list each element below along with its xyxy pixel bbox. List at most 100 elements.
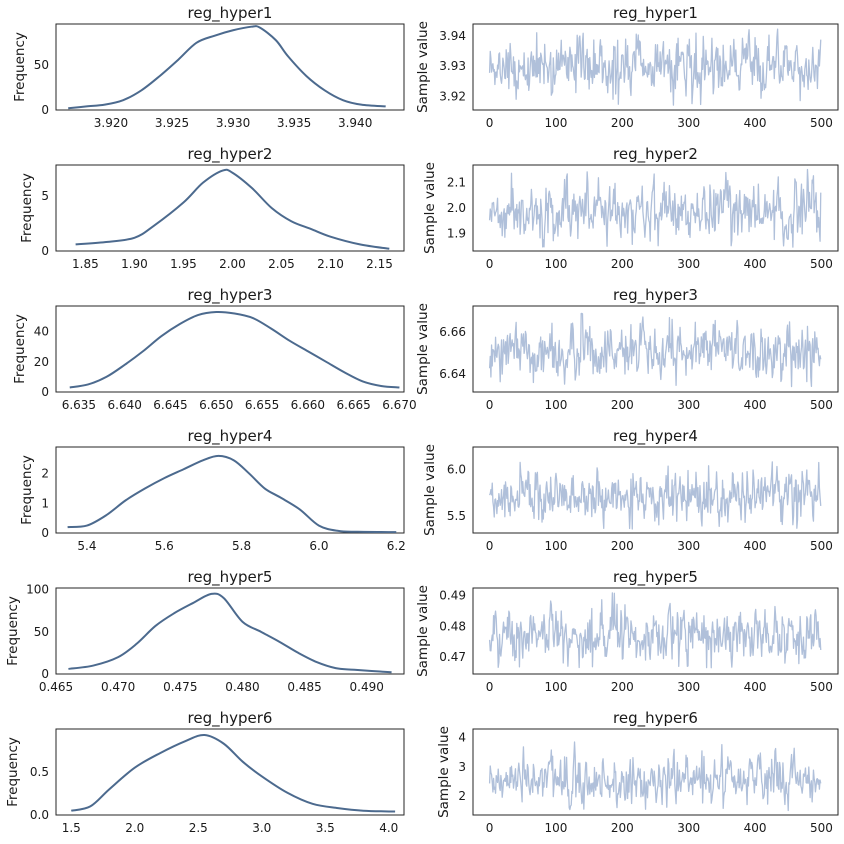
trace-panel-reg-hyper4: 0 100 200 300 400 500 5.5 6.0 reg_hyper4 Sample v… [422,427,839,553]
x-tick-label: 3.920 [94,116,128,130]
x-tick-label: 300 [677,398,700,412]
trace-panel-reg-hyper2: 0 100 200 300 400 500 1.9 2.0 2.1 reg_hyper2 Sampl… [422,145,839,271]
x-tick-label: 200 [611,116,634,130]
y-axis-label: Sample value [422,162,438,254]
x-tick-label: 300 [677,821,700,835]
y-tick-label: 6.0 [447,462,466,476]
x-tick-label: 400 [744,398,767,412]
y-tick-label: 0.5 [30,765,49,779]
density-curve [67,454,397,533]
x-tick-label: 100 [545,257,568,271]
y-axis-label: Sample value [436,726,452,818]
x-tick-label: 0.480 [225,680,259,694]
density-panel-reg-hyper5: 0.465 0.470 0.475 0.480 0.485 0.490 0 50 100 reg_… [5,568,405,694]
y-tick-label: 0.0 [30,808,49,822]
x-tick-label: 400 [744,680,767,694]
panel-title: reg_hyper1 [613,4,698,23]
x-tick-label: 3.935 [277,116,311,130]
density-panel-reg-hyper2: 1.85 1.90 1.95 2.00 2.05 2.10 2.15 0 5 reg_hyper2… [19,145,405,271]
trace-line [488,28,822,106]
y-tick-label: 0 [41,385,49,399]
y-tick-label: 4 [458,731,466,745]
trace-line [488,461,822,530]
x-tick-label: 500 [810,257,833,271]
plot-frame [55,305,405,393]
y-axis-label: Sample value [415,21,431,113]
x-tick-label: 6.635 [62,398,96,412]
x-tick-label: 0 [486,539,494,553]
y-tick-label: 100 [26,583,49,597]
y-tick-label: 0.49 [439,589,466,603]
density-panel-reg-hyper4: 5.4 5.6 5.8 6.0 6.2 0 1 2 reg_hyper4 Frequency [19,427,406,553]
density-curve [71,734,396,813]
x-tick-label: 6.670 [382,398,416,412]
x-tick-label: 1.85 [72,257,99,271]
plot-frame [55,728,405,816]
trace-panel-reg-hyper5: 0 100 200 300 400 500 0.47 0.48 0.49 reg_hyper5 Sa… [415,568,839,694]
x-tick-label: 2.10 [317,257,344,271]
y-tick-label: 3.93 [439,59,466,73]
x-tick-label: 0 [486,257,494,271]
x-tick-label: 3.5 [316,821,335,835]
x-tick-label: 400 [744,257,767,271]
plot-frame [55,23,405,111]
plot-frame [472,164,839,252]
y-tick-label: 0.47 [439,650,466,664]
density-curve [69,310,400,389]
y-axis-label: Frequency [12,314,28,384]
y-tick-label: 0 [41,667,49,681]
x-tick-label: 6.2 [387,539,406,553]
density-curve [68,25,386,110]
trace-panel-reg-hyper6: 0 100 200 300 400 500 2 3 4 reg_hyper6 Sample valu… [436,709,839,835]
panel-title: reg_hyper6 [613,709,698,728]
x-tick-label: 100 [545,116,568,130]
x-tick-label: 400 [744,539,767,553]
x-tick-label: 200 [611,680,634,694]
x-tick-label: 200 [611,257,634,271]
x-tick-label: 500 [810,539,833,553]
y-tick-label: 3 [458,760,466,774]
y-tick-label: 50 [34,58,49,72]
trace-panel-reg-hyper1: 0 100 200 300 400 500 3.92 3.93 3.94 reg_hyper1 Sa… [415,4,839,130]
x-tick-label: 6.650 [199,398,233,412]
panel-title: reg_hyper2 [613,145,698,164]
panel-title: reg_hyper3 [613,286,698,305]
panel-title: reg_hyper2 [188,145,273,164]
plot-frame [55,164,405,252]
y-tick-label: 0 [41,244,49,258]
y-axis-label: Frequency [5,596,21,666]
x-tick-label: 100 [545,680,568,694]
x-tick-label: 2.05 [268,257,295,271]
y-axis-label: Sample value [415,585,431,677]
panel-title: reg_hyper1 [188,4,273,23]
x-tick-label: 6.665 [336,398,370,412]
trace-line [488,592,822,669]
x-tick-label: 300 [677,680,700,694]
trace-line [488,168,822,248]
x-tick-label: 300 [677,257,700,271]
x-tick-label: 6.645 [153,398,187,412]
x-tick-label: 1.5 [62,821,81,835]
y-tick-label: 40 [34,325,49,339]
density-curve [68,592,392,674]
x-tick-label: 5.6 [155,539,174,553]
x-tick-label: 2.0 [125,821,144,835]
x-tick-label: 0 [486,680,494,694]
panel-title: reg_hyper4 [613,427,698,446]
panel-title: reg_hyper3 [188,286,273,305]
y-tick-label: 6.64 [439,367,466,381]
plot-frame [472,587,839,675]
x-tick-label: 6.0 [309,539,328,553]
x-tick-label: 3.0 [252,821,271,835]
x-tick-label: 100 [545,539,568,553]
y-tick-label: 20 [34,355,49,369]
x-tick-label: 3.930 [216,116,250,130]
y-tick-label: 2 [41,467,49,481]
x-tick-label: 1.95 [170,257,197,271]
x-tick-label: 0.470 [101,680,135,694]
x-tick-label: 6.640 [108,398,142,412]
x-tick-label: 2.5 [189,821,208,835]
x-tick-label: 0.485 [287,680,321,694]
trace-panel-reg-hyper3: 0 100 200 300 400 500 6.64 6.66 reg_hyper3 Sample… [415,286,839,412]
x-tick-label: 0.465 [39,680,73,694]
